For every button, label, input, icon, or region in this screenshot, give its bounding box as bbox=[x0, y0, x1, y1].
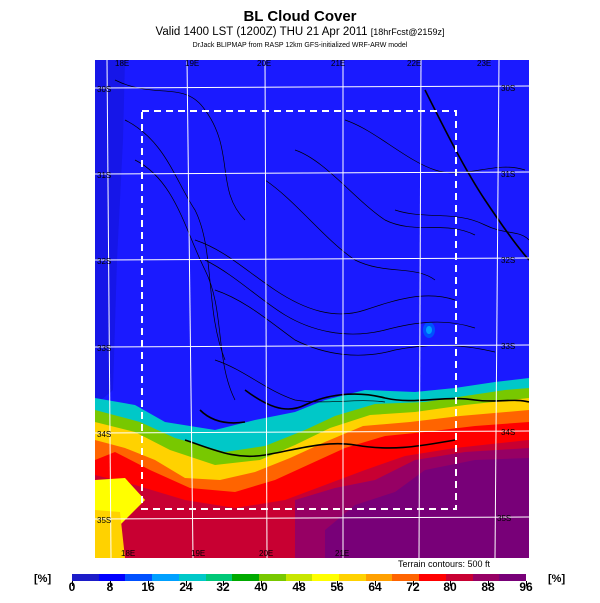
colorbar-tick-label: 56 bbox=[330, 580, 344, 594]
lat-label-right: 33S bbox=[501, 342, 515, 351]
colorbar-tick-mark bbox=[261, 581, 262, 586]
lat-label-right: 32S bbox=[501, 256, 515, 265]
colorbar-tick-mark bbox=[488, 581, 489, 586]
colorbar-swatch bbox=[312, 574, 340, 581]
colorbar-tick-label: 16 bbox=[141, 580, 155, 594]
cloud-band bbox=[95, 378, 529, 558]
colorbar-tick-label: 80 bbox=[443, 580, 457, 594]
colorbar-swatch bbox=[499, 574, 526, 581]
forecast-tag: [18hrFcst@2159z] bbox=[370, 27, 445, 37]
map-title: BL Cloud Cover bbox=[243, 8, 357, 25]
colorbar-swatch bbox=[98, 574, 126, 581]
colorbar-tick-mark bbox=[413, 581, 414, 586]
lat-label-right: 30S bbox=[501, 84, 515, 93]
ocean-west bbox=[95, 60, 125, 405]
colorbar-swatch bbox=[205, 574, 233, 581]
colorbar-swatch bbox=[445, 574, 473, 581]
colorbar-swatch bbox=[258, 574, 286, 581]
colorbar-tick-label: 96 bbox=[519, 580, 533, 594]
colorbar-tick-mark bbox=[526, 581, 527, 586]
colorbar-swatch bbox=[365, 574, 393, 581]
colorbar-tick-mark bbox=[72, 581, 73, 586]
analysis-box bbox=[141, 110, 457, 510]
model-credit: DrJack BLIPMAP from RASP 12km GFS-initia… bbox=[192, 42, 408, 49]
lon-label-bottom: 21E bbox=[335, 549, 349, 558]
colorbar-swatch bbox=[232, 574, 259, 581]
colorbar-tick-label: 88 bbox=[481, 580, 495, 594]
lat-label-left: 34S bbox=[97, 430, 111, 439]
lon-label-bottom: 18E bbox=[121, 549, 135, 558]
lon-label-top: 18E bbox=[115, 60, 129, 68]
valid-time-text: Valid 1400 LST (1200Z) THU 21 Apr 2011 bbox=[155, 26, 368, 38]
colorbar-tick-mark bbox=[110, 581, 111, 586]
axis-labels: 18E 19E 20E 21E 22E 23E 18E 19E 20E 21E … bbox=[97, 60, 515, 558]
lat-label-left: 30S bbox=[97, 85, 111, 94]
colorbar-tick-label: 24 bbox=[179, 580, 193, 594]
colorbar-swatch bbox=[472, 574, 500, 581]
colorbar-tick-mark bbox=[148, 581, 149, 586]
lat-label-left: 33S bbox=[97, 344, 111, 353]
lon-label-top: 20E bbox=[257, 60, 271, 68]
colorbar-tick-label: 64 bbox=[368, 580, 382, 594]
colorbar-tick-label: 32 bbox=[216, 580, 230, 594]
colorbar-tick-mark bbox=[337, 581, 338, 586]
colorbar-swatch bbox=[72, 574, 99, 581]
colorbar-tick-mark bbox=[223, 581, 224, 586]
colorbar-tick-mark bbox=[299, 581, 300, 586]
colorbar-unit-left: [%] bbox=[34, 573, 52, 585]
colorbar bbox=[72, 574, 526, 581]
colorbar-tick-label: 8 bbox=[106, 580, 114, 594]
colorbar-swatch bbox=[125, 574, 153, 581]
colorbar-tick-label: 72 bbox=[406, 580, 420, 594]
colorbar-tick-label: 0 bbox=[68, 580, 76, 594]
colorbar-swatch bbox=[392, 574, 420, 581]
colorbar-tick-mark bbox=[186, 581, 187, 586]
colorbar-tick-mark bbox=[375, 581, 376, 586]
lat-label-right: 34S bbox=[501, 428, 515, 437]
lat-lon-grid bbox=[95, 60, 529, 558]
colorbar-tick-label: 48 bbox=[292, 580, 306, 594]
lon-label-top: 19E bbox=[185, 60, 199, 68]
colorbar-swatch bbox=[178, 574, 206, 581]
colorbar-ticks: 0 8 16 24 32 40 48 56 64 72 80 88 96 bbox=[68, 577, 533, 603]
lat-label-left: 32S bbox=[97, 257, 111, 266]
colorbar-tick-mark bbox=[450, 581, 451, 586]
lat-label-left: 35S bbox=[97, 516, 111, 525]
lat-label-left: 31S bbox=[97, 171, 111, 180]
lon-label-top: 22E bbox=[407, 60, 421, 68]
cloud-cover-map: 18E 19E 20E 21E 22E 23E 18E 19E 20E 21E … bbox=[95, 60, 529, 558]
terrain-contours bbox=[114, 79, 529, 403]
colorbar-unit-right: [%] bbox=[548, 573, 566, 585]
lat-label-right: 35S bbox=[497, 514, 511, 523]
lat-label-right: 31S bbox=[501, 170, 515, 179]
lon-label-bottom: 20E bbox=[259, 549, 273, 558]
lon-label-bottom: 19E bbox=[191, 549, 205, 558]
colorbar-swatch bbox=[152, 574, 179, 581]
escarpment-contours bbox=[184, 89, 529, 458]
lon-label-top: 23E bbox=[477, 60, 491, 68]
colorbar-swatch bbox=[339, 574, 366, 581]
colorbar-swatch bbox=[419, 574, 446, 581]
valid-time-subtitle: Valid 1400 LST (1200Z) THU 21 Apr 2011 [… bbox=[0, 26, 600, 38]
lon-label-top: 21E bbox=[331, 60, 345, 68]
colorbar-tick-label: 40 bbox=[254, 580, 268, 594]
colorbar-swatch bbox=[285, 574, 313, 581]
terrain-contours-note: Terrain contours: 500 ft bbox=[398, 559, 491, 569]
